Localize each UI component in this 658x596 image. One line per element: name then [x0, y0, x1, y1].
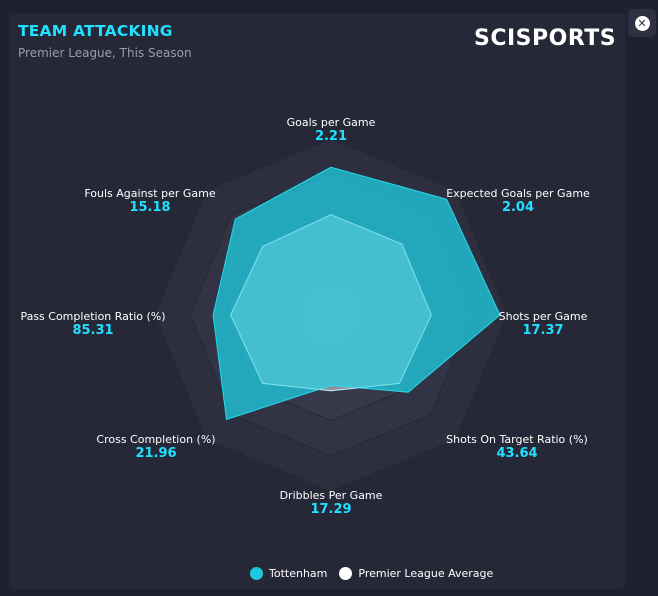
axis-label-cross-completion: Cross Completion (%) 21.96 — [61, 433, 251, 462]
legend-item-team[interactable]: Tottenham — [250, 567, 327, 580]
brand-logo: SCISPORTS — [474, 26, 617, 51]
legend-label: Tottenham — [269, 567, 328, 580]
legend-dot-icon — [250, 567, 263, 580]
close-button[interactable]: ✕ — [628, 9, 656, 37]
axis-value: 2.04 — [501, 200, 535, 215]
axis-name: Fouls Against per Game — [84, 187, 216, 200]
axis-label-fouls-against: Fouls Against per Game 15.18 — [55, 187, 245, 216]
legend-item-average[interactable]: Premier League Average — [339, 567, 493, 580]
axis-name: Pass Completion Ratio (%) — [20, 310, 166, 323]
axis-value: 2.21 — [314, 129, 348, 144]
chart-title: TEAM ATTACKING — [18, 22, 173, 40]
axis-label-shots-on-target: Shots On Target Ratio (%) 43.64 — [422, 433, 612, 462]
chart-subtitle: Premier League, This Season — [18, 46, 192, 60]
close-icon: ✕ — [634, 15, 650, 31]
legend-label: Premier League Average — [358, 567, 494, 580]
axis-name: Goals per Game — [286, 116, 376, 129]
axis-value: 15.18 — [129, 200, 171, 215]
axis-name: Expected Goals per Game — [446, 187, 590, 200]
series-tottenham — [212, 166, 501, 421]
axis-value: 21.96 — [135, 446, 177, 461]
axis-value: 17.29 — [310, 502, 352, 517]
axis-label-dribbles: Dribbles Per Game 17.29 — [236, 489, 426, 518]
axis-value: 85.31 — [72, 323, 114, 338]
series-league-average-outline — [230, 214, 432, 392]
axis-name: Shots per Game — [498, 310, 588, 323]
axis-label-expected-goals: Expected Goals per Game 2.04 — [423, 187, 613, 216]
axis-name: Dribbles Per Game — [279, 489, 383, 502]
chart-legend: Tottenham Premier League Average — [250, 567, 505, 580]
axis-label-goals-per-game: Goals per Game 2.21 — [236, 116, 426, 145]
legend-dot-icon — [339, 567, 353, 580]
axis-value: 43.64 — [496, 446, 538, 461]
axis-value: 17.37 — [522, 323, 564, 338]
radar-series — [212, 166, 501, 421]
axis-label-shots-per-game: Shots per Game 17.37 — [448, 310, 638, 339]
axis-name: Shots On Target Ratio (%) — [446, 433, 588, 446]
axis-name: Cross Completion (%) — [96, 433, 216, 446]
axis-label-pass-completion: Pass Completion Ratio (%) 85.31 — [0, 310, 188, 339]
